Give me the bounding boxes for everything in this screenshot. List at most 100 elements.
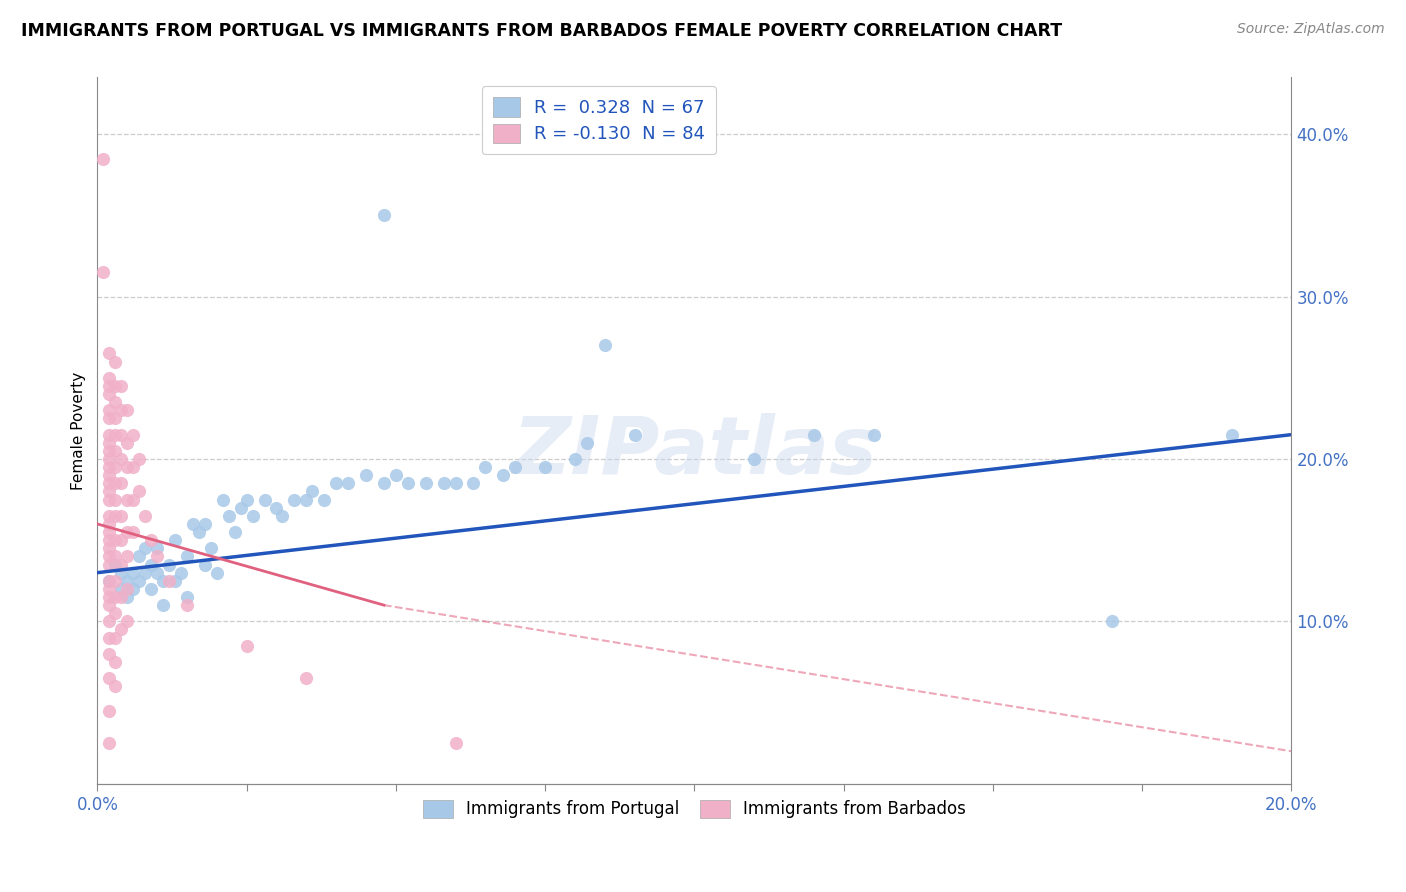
Point: [91, 152, 114, 166]
Point: [104, 508, 127, 523]
Point: [564, 452, 586, 467]
Point: [98, 574, 121, 588]
Point: [98, 411, 121, 425]
Point: [98, 574, 121, 588]
Point: [157, 574, 180, 588]
Point: [444, 736, 467, 750]
Point: [115, 435, 138, 450]
Point: [110, 623, 132, 637]
Point: [314, 492, 336, 507]
Point: [803, 427, 825, 442]
Point: [194, 516, 217, 531]
Point: [253, 492, 276, 507]
Point: [98, 590, 121, 604]
Point: [295, 492, 318, 507]
Point: [134, 541, 156, 556]
Point: [110, 533, 132, 548]
Point: [122, 492, 145, 507]
Point: [139, 582, 162, 596]
Point: [98, 549, 121, 564]
Legend: Immigrants from Portugal, Immigrants from Barbados: Immigrants from Portugal, Immigrants fro…: [416, 793, 973, 825]
Point: [170, 566, 193, 580]
Point: [110, 590, 132, 604]
Point: [385, 468, 408, 483]
Point: [98, 671, 121, 685]
Point: [104, 427, 127, 442]
Point: [104, 558, 127, 572]
Point: [396, 476, 419, 491]
Point: [110, 558, 132, 572]
Point: [115, 492, 138, 507]
Point: [104, 395, 127, 409]
Point: [128, 484, 150, 499]
Y-axis label: Female Poverty: Female Poverty: [72, 371, 86, 490]
Point: [271, 508, 294, 523]
Point: [146, 566, 169, 580]
Point: [98, 582, 121, 596]
Point: [98, 443, 121, 458]
Text: IMMIGRANTS FROM PORTUGAL VS IMMIGRANTS FROM BARBADOS FEMALE POVERTY CORRELATION : IMMIGRANTS FROM PORTUGAL VS IMMIGRANTS F…: [21, 22, 1062, 40]
Point: [139, 533, 162, 548]
Point: [122, 566, 145, 580]
Point: [98, 476, 121, 491]
Point: [98, 598, 121, 612]
Point: [115, 582, 138, 596]
Point: [91, 265, 114, 279]
Point: [122, 460, 145, 475]
Point: [104, 631, 127, 645]
Point: [235, 639, 257, 653]
Point: [104, 492, 127, 507]
Point: [98, 379, 121, 393]
Point: [283, 492, 305, 507]
Point: [433, 476, 456, 491]
Point: [474, 460, 496, 475]
Point: [110, 379, 132, 393]
Point: [862, 427, 884, 442]
Point: [128, 549, 150, 564]
Point: [242, 508, 264, 523]
Point: [104, 443, 127, 458]
Point: [98, 346, 121, 360]
Point: [187, 524, 209, 539]
Point: [152, 574, 174, 588]
Point: [205, 566, 228, 580]
Point: [104, 655, 127, 669]
Point: [128, 574, 150, 588]
Point: [444, 476, 467, 491]
Point: [492, 468, 515, 483]
Point: [98, 468, 121, 483]
Point: [301, 484, 323, 499]
Point: [235, 492, 257, 507]
Point: [110, 508, 132, 523]
Point: [122, 582, 145, 596]
Point: [373, 476, 395, 491]
Point: [115, 549, 138, 564]
Point: [337, 476, 360, 491]
Point: [98, 541, 121, 556]
Point: [211, 492, 233, 507]
Point: [152, 598, 174, 612]
Point: [463, 476, 485, 491]
Point: [163, 574, 186, 588]
Point: [1220, 427, 1243, 442]
Point: [176, 549, 198, 564]
Point: [104, 590, 127, 604]
Point: [104, 460, 127, 475]
Point: [115, 460, 138, 475]
Point: [98, 435, 121, 450]
Point: [157, 558, 180, 572]
Text: Source: ZipAtlas.com: Source: ZipAtlas.com: [1237, 22, 1385, 37]
Point: [104, 549, 127, 564]
Point: [623, 427, 645, 442]
Point: [104, 379, 127, 393]
Point: [115, 615, 138, 629]
Point: [98, 460, 121, 475]
Point: [98, 508, 121, 523]
Point: [534, 460, 557, 475]
Point: [134, 508, 156, 523]
Point: [104, 354, 127, 368]
Point: [176, 598, 198, 612]
Point: [200, 541, 222, 556]
Point: [98, 615, 121, 629]
Point: [181, 516, 204, 531]
